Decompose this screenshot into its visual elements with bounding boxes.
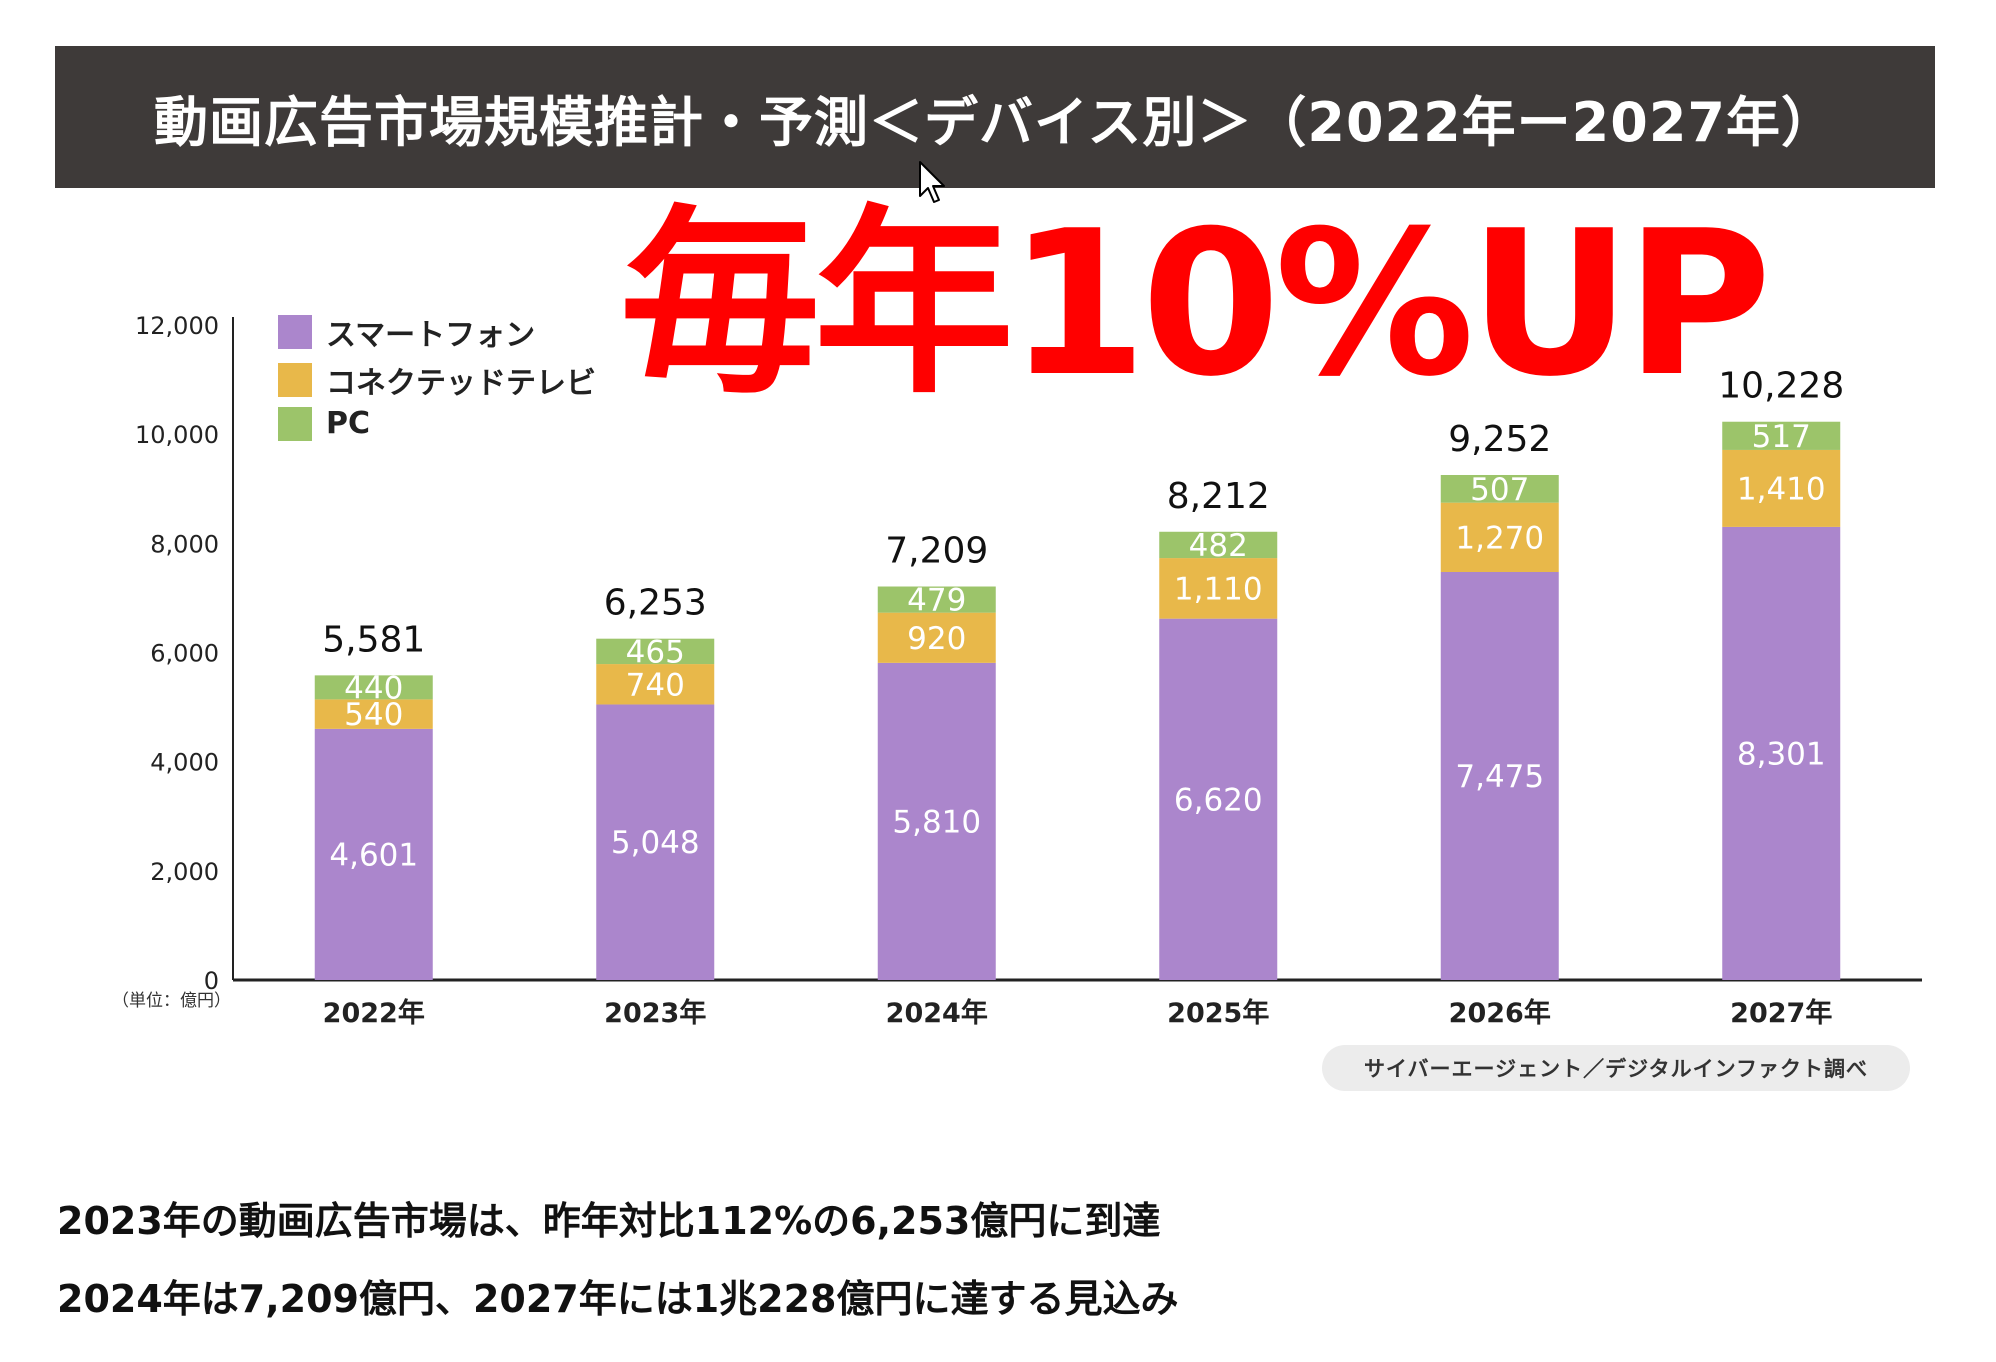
bar-segment-smartphone — [877, 662, 996, 980]
bar-segment-pc — [1159, 531, 1278, 559]
source-credit: サイバーエージェント／デジタルインファクト調べ — [1322, 1045, 1910, 1091]
legend-label-pc: PC — [326, 406, 371, 441]
total-label: 5,581 — [322, 619, 425, 660]
data-label-smartphone: 4,601 — [329, 837, 418, 873]
bar-segment-pc — [596, 638, 715, 665]
y-tick-label: 2,000 — [150, 858, 219, 886]
total-label: 7,209 — [885, 531, 988, 572]
x-tick-label: 2025年 — [1167, 997, 1269, 1029]
y-tick-label: 10,000 — [135, 421, 219, 449]
x-tick-label: 2026年 — [1449, 997, 1551, 1029]
legend-swatch-smartphone — [278, 315, 312, 349]
chart-title: 動画広告市場規模推計・予測＜デバイス別＞（2022年ー2027年） — [154, 90, 1836, 154]
data-label-pc: 440 — [344, 670, 403, 706]
legend-item-smartphone: スマートフォン — [278, 310, 535, 354]
x-tick-label: 2027年 — [1730, 997, 1832, 1029]
bar-segment-pc — [314, 675, 433, 700]
bar-segment-connected-tv — [1440, 502, 1559, 572]
bar-segment-smartphone — [1440, 571, 1559, 980]
bar-segment-smartphone — [596, 704, 715, 980]
legend-item-pc: PC — [278, 406, 370, 441]
legend-label-connected-tv: コネクテッドテレビ — [326, 366, 596, 401]
bar-segment-pc — [877, 586, 996, 613]
data-label-connected-tv: 1,110 — [1174, 571, 1263, 607]
total-label: 8,212 — [1167, 476, 1270, 517]
y-tick-label: 0 — [204, 967, 219, 995]
data-label-pc: 507 — [1470, 472, 1529, 508]
legend-item-connected-tv: コネクテッドテレビ — [278, 358, 596, 402]
total-label: 9,252 — [1448, 419, 1551, 460]
x-tick-label: 2023年 — [604, 997, 706, 1029]
data-label-connected-tv: 1,270 — [1455, 520, 1544, 556]
data-label-smartphone: 5,048 — [611, 825, 700, 861]
y-tick-label: 4,000 — [150, 749, 219, 777]
y-tick-label: 8,000 — [150, 530, 219, 558]
mouse-pointer-icon — [919, 161, 945, 203]
growth-headline: 毎年10%UP — [620, 188, 1772, 421]
data-label-connected-tv: 540 — [344, 697, 403, 733]
bar-segment-connected-tv — [1722, 449, 1841, 527]
x-tick-label: 2022年 — [323, 997, 425, 1029]
x-tick-label: 2024年 — [886, 997, 988, 1029]
bar-segment-connected-tv — [1159, 558, 1278, 619]
data-label-smartphone: 8,301 — [1737, 736, 1826, 772]
y-tick-label: 6,000 — [150, 640, 219, 668]
data-label-smartphone: 6,620 — [1174, 782, 1263, 818]
total-label: 10,228 — [1718, 366, 1844, 407]
bar-segment-connected-tv — [877, 612, 996, 663]
bar-segment-pc — [1440, 474, 1559, 503]
bar-segment-connected-tv — [596, 664, 715, 705]
bar-segment-pc — [1722, 421, 1841, 450]
source-credit-text: サイバーエージェント／デジタルインファクト調べ — [1363, 1057, 1869, 1081]
unit-label: （単位：億円） — [112, 991, 231, 1011]
data-label-connected-tv: 740 — [626, 667, 685, 703]
legend-label-smartphone: スマートフォン — [326, 318, 536, 353]
legend-swatch-connected-tv — [278, 363, 312, 397]
data-label-connected-tv: 1,410 — [1737, 471, 1826, 507]
chart-title-banner: 動画広告市場規模推計・予測＜デバイス別＞（2022年ー2027年） — [55, 46, 1935, 188]
data-label-pc: 517 — [1752, 419, 1811, 455]
data-label-connected-tv: 920 — [907, 621, 966, 657]
y-tick-label: 12,000 — [135, 312, 219, 340]
bar-segment-smartphone — [1159, 618, 1278, 980]
bar-segment-smartphone — [1722, 526, 1841, 980]
data-label-pc: 479 — [907, 583, 966, 619]
summary-line-1: 2023年の動画広告市場は、昨年対比112%の6,253億円に到達 — [57, 1199, 1161, 1243]
bar-segment-connected-tv — [314, 699, 433, 729]
data-label-pc: 465 — [626, 634, 685, 670]
total-label: 6,253 — [604, 583, 707, 624]
data-label-pc: 482 — [1189, 528, 1248, 564]
legend-swatch-pc — [278, 406, 312, 441]
bar-segment-smartphone — [314, 728, 433, 980]
data-label-smartphone: 7,475 — [1455, 759, 1544, 795]
data-label-smartphone: 5,810 — [892, 804, 981, 840]
summary-line-2: 2024年は7,209億円、2027年には1兆228億円に達する見込み — [57, 1277, 1179, 1321]
